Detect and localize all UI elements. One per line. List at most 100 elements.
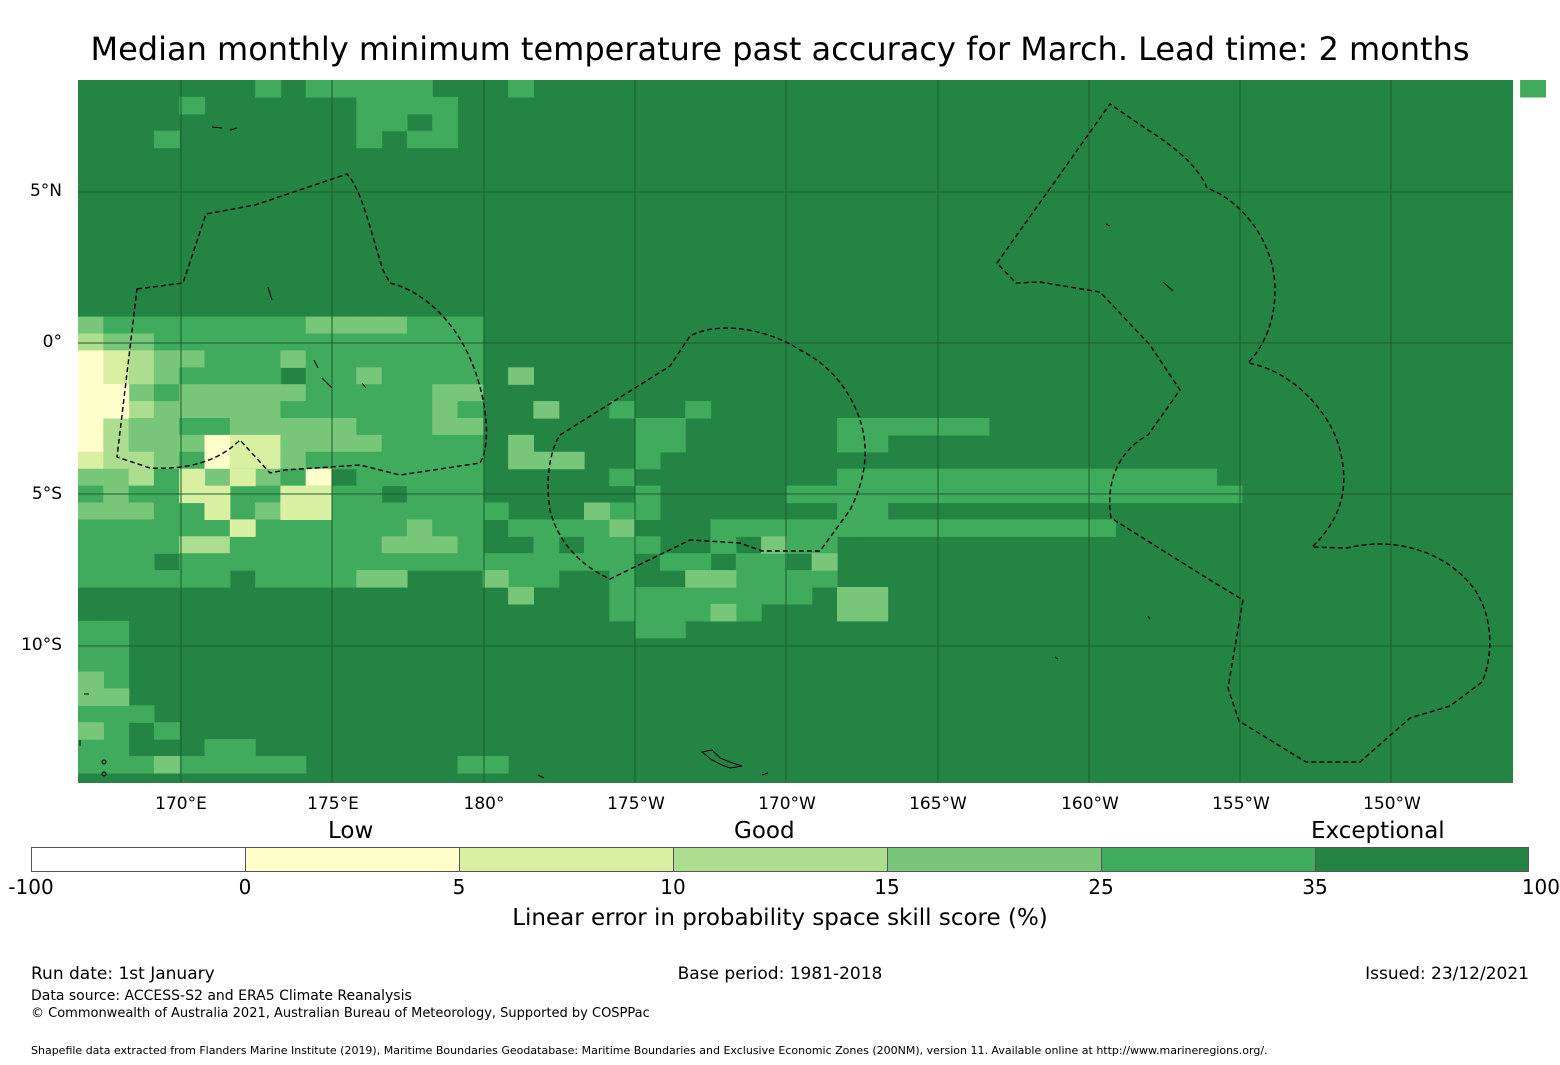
skill-cell (204, 418, 231, 436)
skill-cell (229, 468, 256, 487)
skill-cell (406, 418, 433, 436)
eez-kiribati-line-islands (996, 103, 1491, 763)
skill-cell (78, 451, 104, 470)
colorbar-bin (245, 847, 460, 872)
skill-cell (659, 620, 686, 639)
skill-cell (381, 80, 408, 98)
skill-cell (432, 451, 459, 470)
skill-cell (432, 333, 459, 351)
skill-cell (128, 418, 155, 436)
skill-cell (229, 451, 256, 470)
skill-cell (153, 519, 180, 537)
skill-cell (204, 536, 231, 554)
skill-cell (912, 519, 939, 537)
skill-cell (229, 739, 256, 757)
skill-cell (457, 384, 484, 402)
skill-cell (811, 553, 838, 571)
skill-cell (305, 502, 332, 520)
skill-cell (128, 553, 155, 571)
skill-cell (128, 502, 155, 520)
skill-cell (331, 333, 357, 351)
skill-cell (255, 468, 281, 487)
skill-cell (659, 603, 686, 622)
skill-cell (331, 570, 357, 588)
skill-cell (533, 553, 560, 571)
skill-cell (482, 570, 509, 588)
skill-cell (128, 333, 155, 351)
eez-boundaries (116, 103, 1491, 763)
lat-label-5n: 5°N (29, 181, 62, 201)
lon-label-155w: 155°W (1212, 794, 1270, 814)
skill-cell (356, 130, 383, 149)
skill-cell (305, 418, 332, 436)
skill-cell (128, 451, 155, 470)
skill-cell (381, 401, 408, 419)
skill-cell (305, 451, 332, 470)
skill-cell (204, 519, 231, 537)
skill-cell (432, 113, 459, 132)
skill-cell (103, 384, 130, 402)
skill-cell (381, 536, 408, 554)
skill-cell (229, 418, 256, 436)
skill-cell (229, 333, 256, 351)
skill-cell (1039, 519, 1066, 537)
skill-cell (786, 519, 813, 537)
skill-cell (381, 333, 408, 351)
skill-cell (609, 587, 636, 605)
skill-cell (406, 367, 433, 385)
skill-cell (280, 333, 307, 351)
skill-cell (179, 384, 206, 402)
skill-cell (128, 536, 155, 554)
skill-cell (280, 384, 307, 402)
skill-cell (103, 350, 130, 368)
skill-cell (406, 130, 433, 149)
skill-cell (1039, 468, 1066, 487)
skill-cell (153, 536, 180, 554)
skill-cell (432, 367, 459, 385)
skill-cell (331, 384, 357, 402)
skill-cell (862, 603, 889, 622)
skill-cell (305, 468, 332, 487)
skill-cell (1014, 519, 1040, 537)
skill-cell (356, 418, 383, 436)
skill-cell (128, 570, 155, 588)
skill-cell (103, 570, 130, 588)
skill-cell (457, 468, 484, 487)
skill-cell (179, 553, 206, 571)
skill-cell (508, 434, 534, 453)
skill-cell (837, 519, 863, 537)
skill-cell (457, 519, 484, 537)
skill-cell (432, 536, 459, 554)
skill-cell (406, 502, 433, 520)
skill-cell (1115, 468, 1142, 487)
skill-cell (634, 434, 661, 453)
skill-cell (331, 451, 357, 470)
skill-cell (837, 468, 863, 487)
skill-cell (204, 756, 231, 774)
skill-cell (78, 519, 104, 537)
skill-cell (963, 468, 990, 487)
skill-cell (406, 350, 433, 368)
skill-cell (634, 502, 661, 520)
skill-cell (356, 434, 383, 453)
skill-cell (761, 536, 787, 554)
skill-cell (153, 350, 180, 368)
skill-cell (229, 401, 256, 419)
skill-cell (988, 519, 1015, 537)
skill-cell (128, 705, 155, 723)
skill-cell (331, 502, 357, 520)
skill-cell (179, 536, 206, 554)
skill-cell (128, 367, 155, 385)
skill-cell (862, 468, 889, 487)
skill-cell (103, 705, 130, 723)
skill-cell (179, 350, 206, 368)
skill-cell (204, 570, 231, 588)
skill-cell (381, 434, 408, 453)
skill-cell (179, 316, 206, 335)
skill-cell (356, 553, 383, 571)
skill-cell (938, 418, 965, 436)
skill-cell (938, 468, 965, 487)
skill-cell (381, 113, 408, 132)
lat-label-equator: 0° (42, 332, 62, 352)
colorbar-tick: 10 (660, 875, 686, 899)
